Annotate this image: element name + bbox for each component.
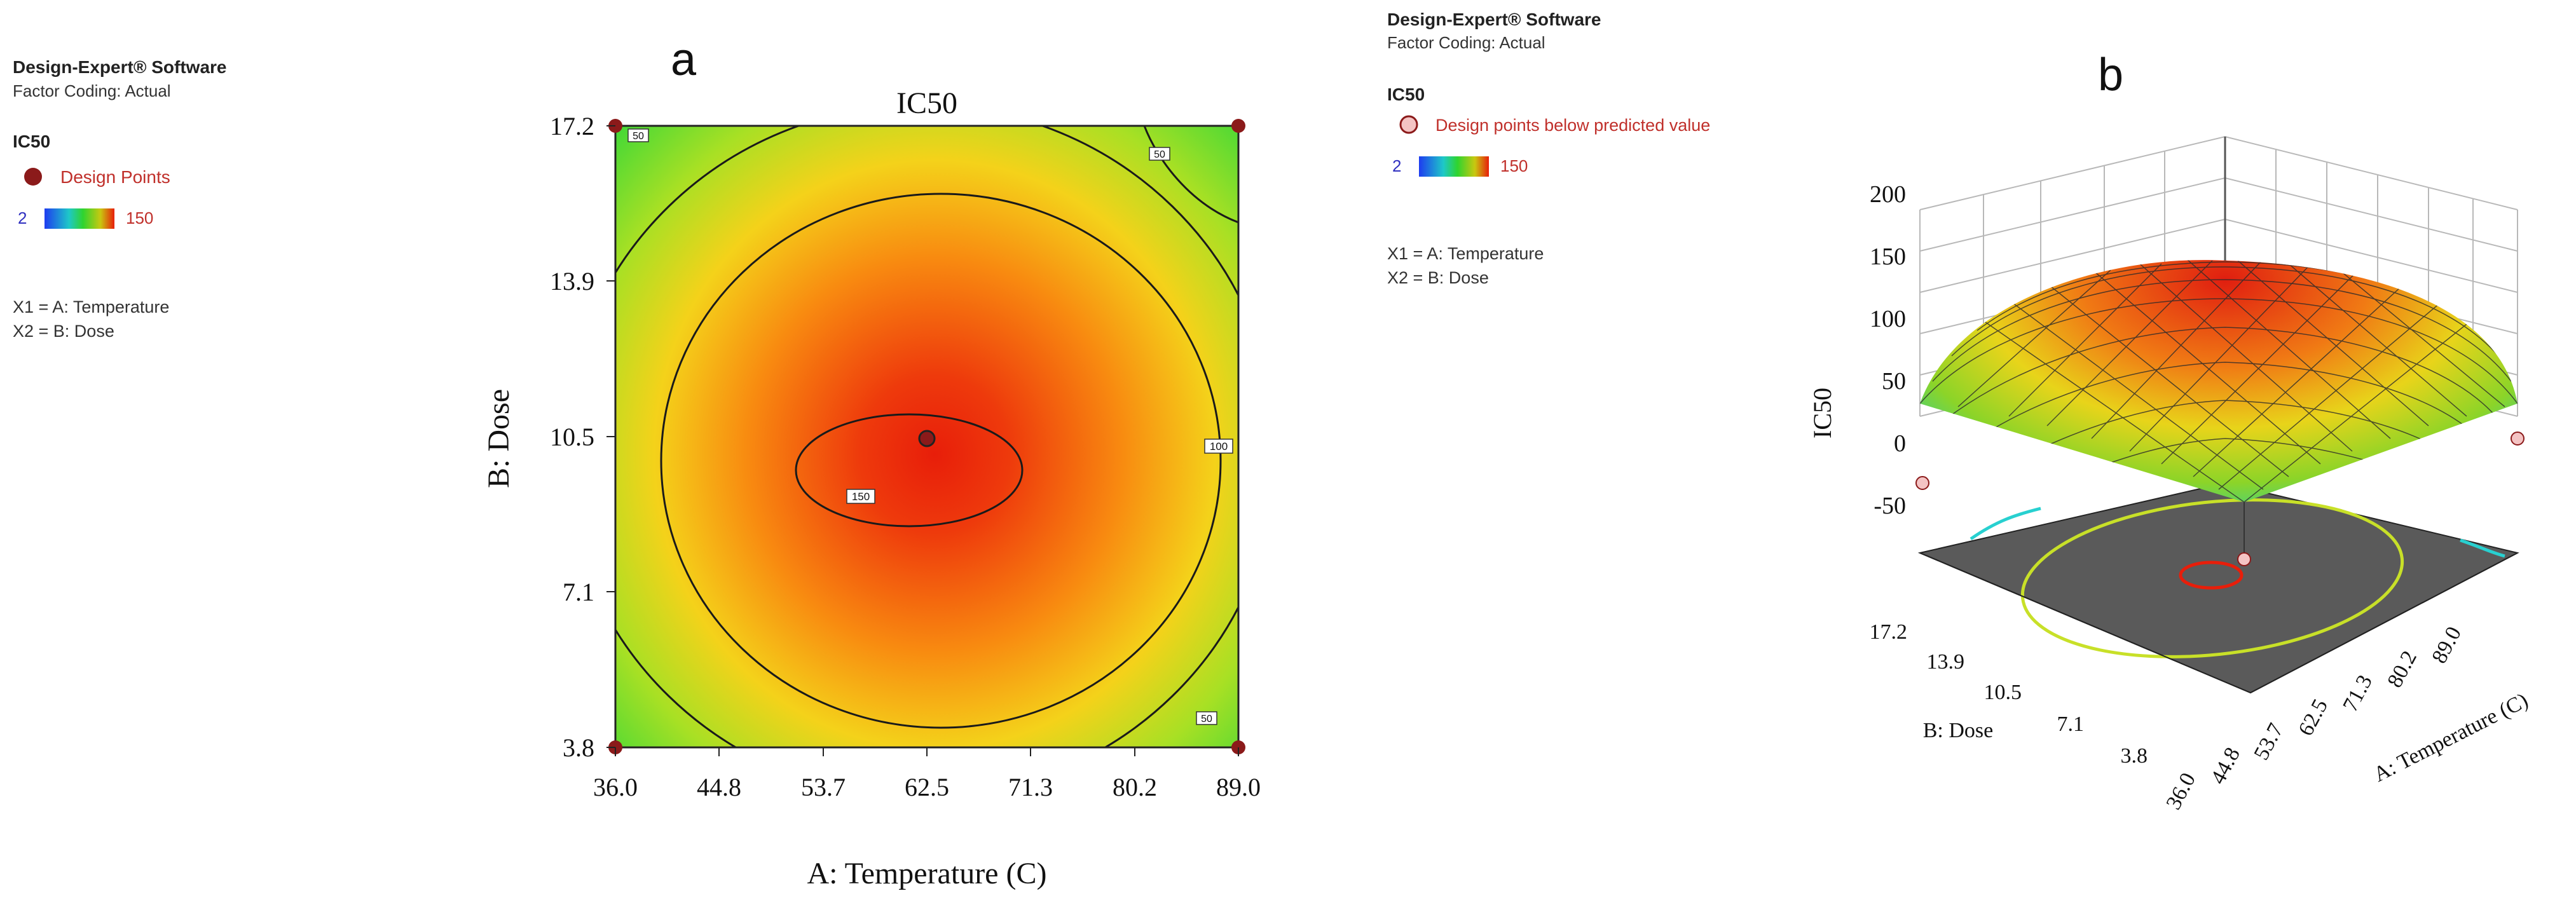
temp-tick-label: 53.7: [2249, 719, 2288, 764]
scale-max-label: 150: [126, 208, 153, 228]
software-title: Design-Expert® Software: [1387, 10, 1601, 29]
z-tick-label: 150: [1870, 243, 1906, 270]
contour-150: [795, 413, 1024, 527]
contour-label-50-a: 50: [627, 128, 649, 142]
x-tick-label: 80.2: [1113, 773, 1157, 801]
scale-max-label: 150: [1500, 156, 1528, 175]
z-tick-label: 50: [1882, 368, 1906, 395]
contour-label-50-c: 50: [1196, 711, 1217, 725]
below-point-legend-marker: [1399, 115, 1418, 134]
contour-100: [660, 193, 1222, 729]
svg-text:150: 150: [852, 491, 870, 503]
panel-a-letter: a: [671, 34, 697, 85]
contour-chart: IC50 50 50 50 100: [482, 86, 1261, 890]
x-tick-label: 53.7: [801, 773, 846, 801]
response-surface: [1920, 260, 2518, 502]
svg-text:100: 100: [1210, 440, 1228, 452]
chart-title: IC50: [896, 86, 957, 120]
color-scale-bar: [1419, 156, 1489, 177]
temp-tick-label: 89.0: [2427, 623, 2466, 667]
y-axis-title: B: Dose: [482, 389, 516, 488]
scale-min-label: 2: [1392, 156, 1401, 175]
response-name: IC50: [13, 132, 50, 151]
dose-tick-label: 3.8: [2121, 744, 2148, 768]
z-axis: -50 0 50 100 150 200 IC50: [1808, 181, 1906, 519]
x-tick-label: 36.0: [593, 773, 638, 801]
panel-b-letter: b: [2098, 50, 2123, 100]
z-tick-label: -50: [1874, 493, 1906, 519]
x1-factor: X1 = A: Temperature: [13, 297, 169, 316]
floor-contour-50: [1970, 507, 2041, 541]
z-tick-label: 0: [1894, 430, 1906, 457]
panel-b-info: Design-Expert® Software Factor Coding: A…: [1387, 10, 1710, 287]
y-tick-label: 3.8: [563, 733, 594, 762]
x-axis-title: A: Temperature (C): [807, 857, 1047, 890]
temp-axis-title: A: Temperature (C): [2370, 689, 2532, 787]
factor-coding: Factor Coding: Actual: [13, 81, 171, 100]
surface-chart: -50 0 50 100 150 200 IC50 17.2 13.9 10.5…: [1808, 135, 2532, 813]
x2-factor: X2 = B: Dose: [1387, 268, 1489, 287]
floor-contour-100: [2020, 498, 2404, 658]
design-point: [1231, 119, 1245, 133]
z-tick-label: 200: [1870, 181, 1906, 208]
temp-tick-label: 80.2: [2383, 647, 2422, 691]
floor-contour-50b: [2460, 538, 2505, 558]
temp-tick-label: 44.8: [2206, 744, 2245, 788]
x-tick-label: 71.3: [1008, 773, 1053, 801]
design-point-center: [918, 430, 936, 447]
design-point-legend-marker: [24, 168, 42, 186]
x-tick-label: 89.0: [1216, 773, 1261, 801]
temp-tick-label: 71.3: [2338, 671, 2377, 716]
svg-text:50: 50: [633, 131, 644, 142]
color-scale-bar: [45, 208, 114, 229]
x1-factor: X1 = A: Temperature: [1387, 244, 1544, 263]
temp-tick-label: 36.0: [2162, 769, 2200, 813]
x-tick-label: 62.5: [905, 773, 949, 801]
dose-tick-label: 13.9: [1927, 650, 1965, 674]
x-axis: 36.0 44.8 53.7 62.5 71.3 80.2 89.0 A: Te…: [593, 747, 1261, 890]
z-tick-label: 100: [1870, 306, 1906, 332]
x-tick-label: 44.8: [697, 773, 741, 801]
panel-a-info: Design-Expert® Software Factor Coding: A…: [13, 57, 226, 341]
dose-tick-label: 10.5: [1984, 681, 2022, 704]
design-point-below: [1915, 476, 1929, 490]
contour-50-top-right: [1143, 126, 1238, 224]
software-title: Design-Expert® Software: [13, 57, 226, 77]
svg-text:50: 50: [1154, 149, 1165, 160]
z-axis-title: IC50: [1808, 388, 1837, 439]
contour-label-150: 150: [846, 489, 875, 504]
x2-factor: X2 = B: Dose: [13, 322, 114, 341]
dose-tick-label: 7.1: [2057, 712, 2085, 736]
dose-tick-label: 17.2: [1870, 620, 1908, 644]
design-points-label: Design Points: [60, 167, 170, 187]
dose-axis: 17.2 13.9 10.5 7.1 3.8 B: Dose: [1870, 552, 2251, 768]
design-point-below: [2511, 432, 2525, 446]
y-axis: 3.8 7.1 10.5 13.9 17.2 B: Dose: [482, 112, 615, 762]
response-name: IC50: [1387, 85, 1425, 104]
dose-axis-title: B: Dose: [1923, 719, 1994, 742]
design-point-below: [2237, 552, 2251, 566]
y-tick-label: 10.5: [550, 423, 594, 451]
factor-coding: Factor Coding: Actual: [1387, 33, 1545, 52]
floor-contour-150: [2179, 561, 2244, 590]
svg-text:50: 50: [1201, 714, 1212, 725]
scale-min-label: 2: [18, 208, 27, 228]
y-tick-label: 7.1: [563, 578, 594, 606]
points-below-label: Design points below predicted value: [1435, 116, 1710, 135]
y-tick-label: 13.9: [550, 267, 594, 296]
temp-tick-label: 62.5: [2294, 695, 2333, 740]
contour-label-100: 100: [1204, 439, 1233, 454]
y-tick-label: 17.2: [550, 112, 594, 140]
contour-label-50-b: 50: [1149, 147, 1170, 161]
